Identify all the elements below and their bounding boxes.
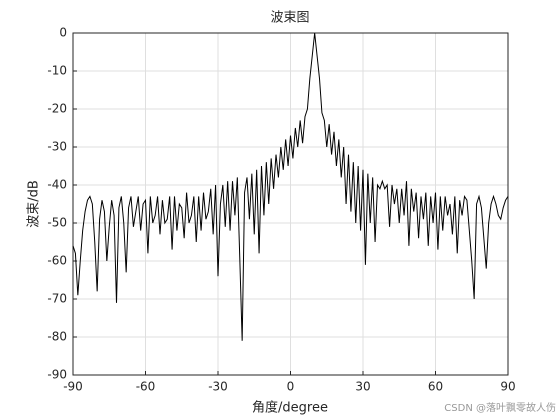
y-tick-label: -90 xyxy=(47,368,67,382)
y-tick-label: -50 xyxy=(47,216,67,230)
y-tick-label: -70 xyxy=(47,292,67,306)
x-tick-label: -90 xyxy=(63,380,83,394)
x-tick-label: 0 xyxy=(287,380,295,394)
y-axis-label: 波束/dB xyxy=(27,180,42,228)
line-series xyxy=(72,32,509,341)
y-tick-label: -40 xyxy=(47,178,67,192)
y-tick-label: -80 xyxy=(47,330,67,344)
y-tick-label: 0 xyxy=(59,26,67,40)
y-tick-label: -60 xyxy=(47,254,67,268)
y-tick-label: -10 xyxy=(47,64,67,78)
watermark: CSDN @落叶飘零故人伤 xyxy=(444,401,556,414)
plot-frame xyxy=(72,32,509,376)
y-tick-label: -20 xyxy=(47,102,67,116)
y-tick-label: -30 xyxy=(47,140,67,154)
x-tick-label: 60 xyxy=(428,380,443,394)
x-tick-label: -60 xyxy=(136,380,156,394)
x-axis-label: 角度/degree xyxy=(252,400,328,416)
chart-title: 波束图 xyxy=(270,11,309,26)
x-tick-label: 30 xyxy=(355,380,370,394)
x-tick-label: -30 xyxy=(208,380,228,394)
x-tick-label: 90 xyxy=(500,380,515,394)
